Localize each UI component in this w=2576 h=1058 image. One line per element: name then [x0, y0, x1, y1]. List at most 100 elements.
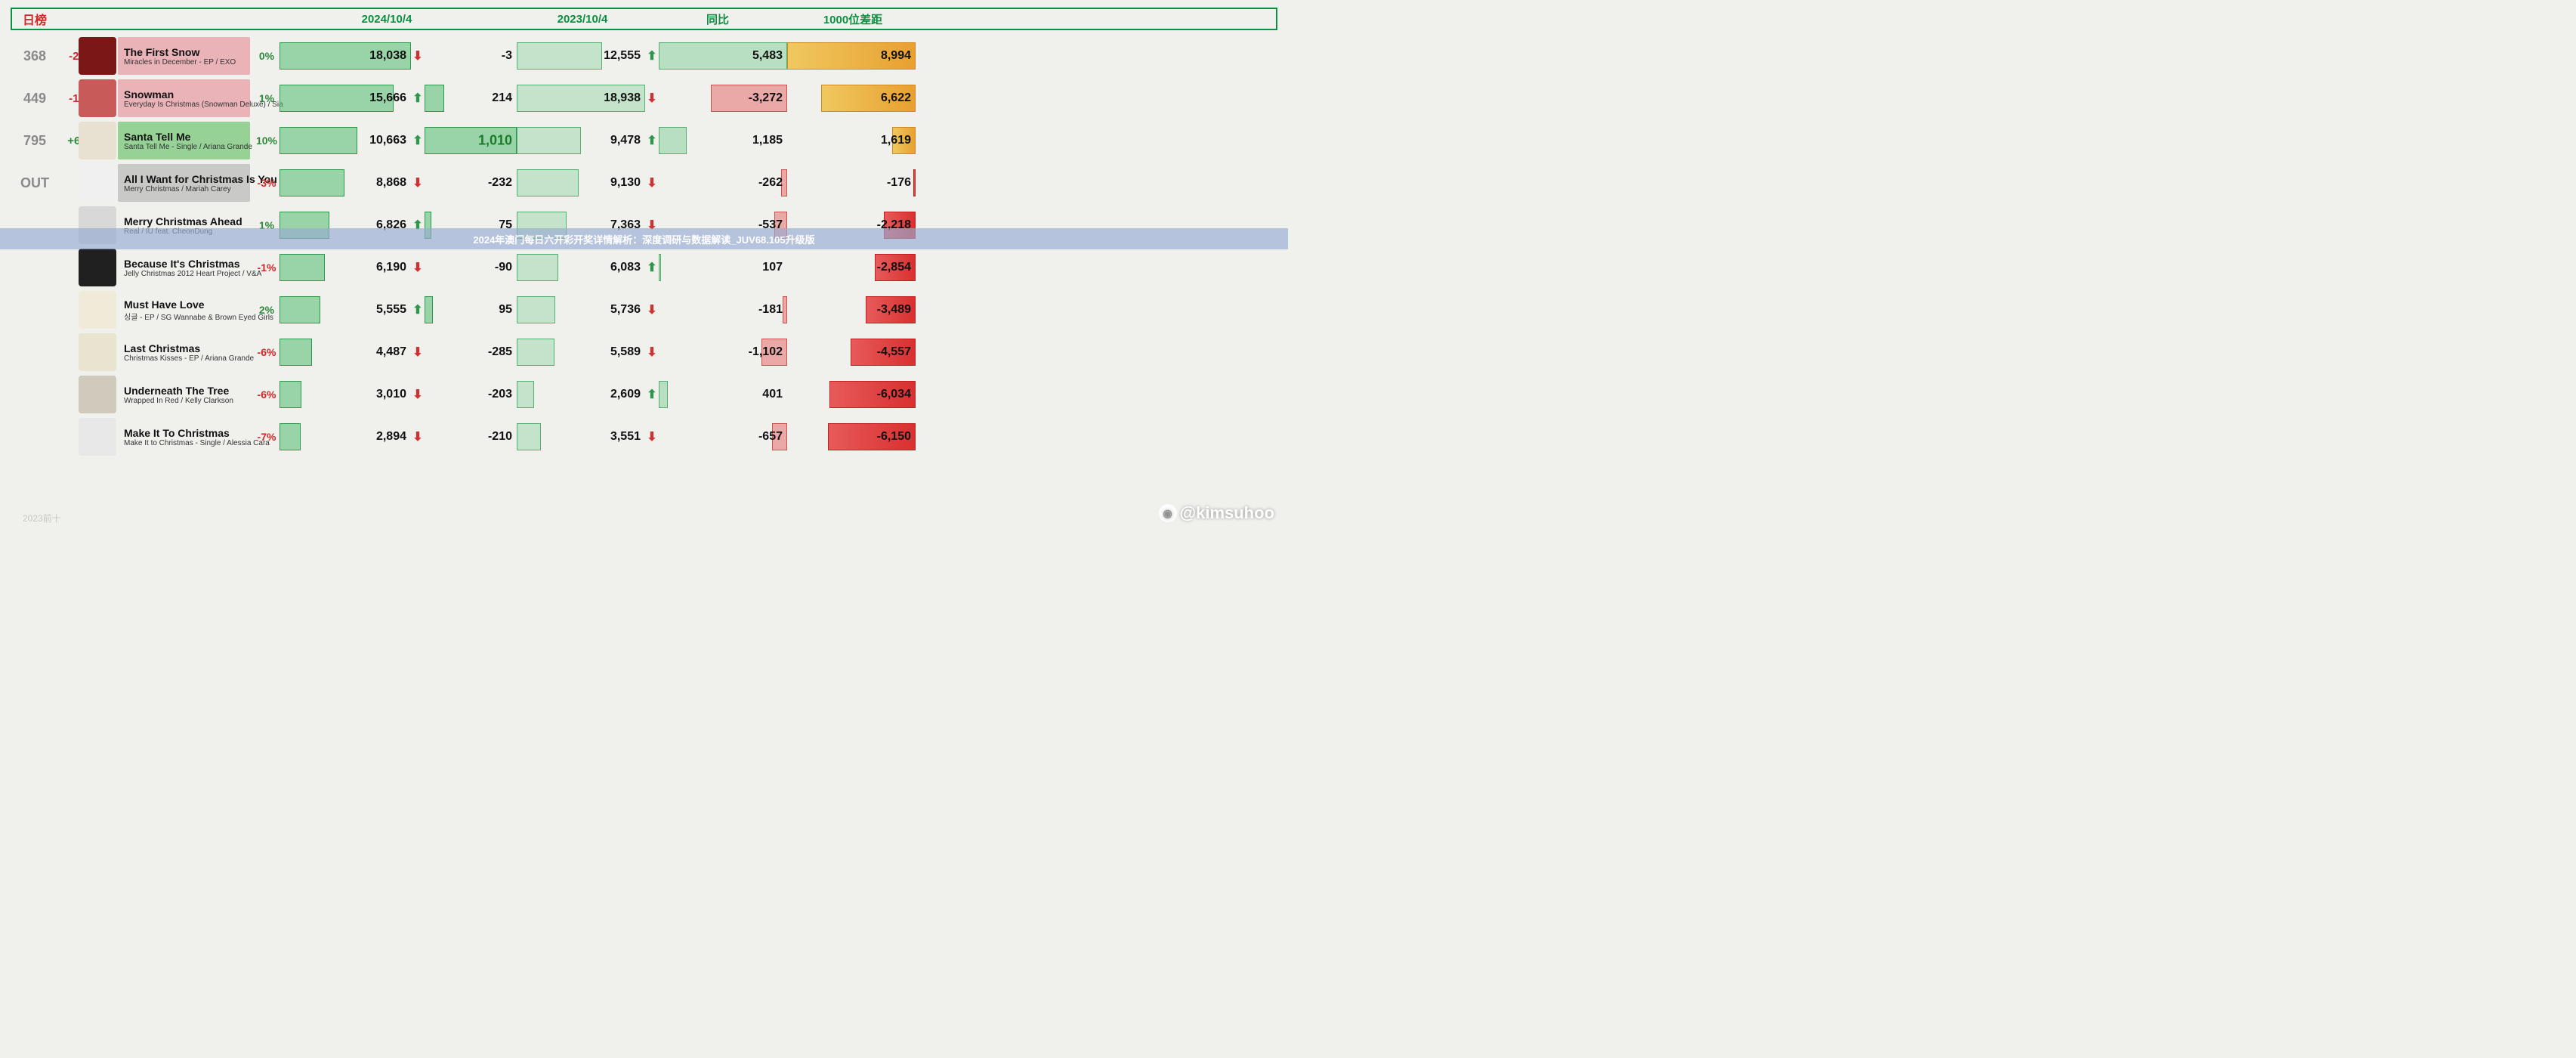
value-2024: 15,666	[369, 91, 406, 105]
arrow-up-icon: ⬆	[647, 388, 656, 401]
bar-2023: 5,589	[517, 336, 645, 369]
value-delta: -3	[502, 49, 512, 63]
delta-arrow: ⬇	[411, 48, 425, 63]
bar-1000: 1,619	[787, 124, 916, 157]
song-cell: Underneath The Tree Wrapped In Red / Kel…	[118, 376, 250, 413]
value-diff: 1,185	[752, 134, 783, 147]
value-delta: -285	[488, 345, 512, 359]
album-thumb-icon	[79, 37, 116, 75]
bar-delta: -285	[425, 336, 517, 369]
diff-arrow: ⬇	[645, 429, 659, 444]
album-thumb-icon	[79, 418, 116, 456]
song-cell: Santa Tell Me Santa Tell Me - Single / A…	[118, 122, 250, 159]
arrow-dn-icon: ⬇	[412, 388, 422, 401]
bar-diff: -3,272	[659, 82, 787, 115]
percent-change: -7%	[254, 431, 280, 443]
album-art	[95, 79, 116, 117]
value-diff: 107	[762, 261, 783, 274]
value-1000: -6,034	[877, 388, 911, 401]
song-subtitle: Make It to Christmas - Single / Alessia …	[124, 439, 244, 447]
value-2024: 3,010	[376, 388, 406, 401]
album-thumb-icon	[79, 122, 116, 159]
value-2024: 5,555	[376, 303, 406, 317]
value-2024: 4,487	[376, 345, 406, 359]
table-row: Last Christmas Christmas Kisses - EP / A…	[11, 331, 1277, 373]
bar-2023: 9,130	[517, 166, 645, 200]
bar-2024: 6,826	[280, 209, 411, 242]
bar-2023: 18,938	[517, 82, 645, 115]
value-2024: 18,038	[369, 49, 406, 63]
table-row: OUT All I Want for Christmas Is You Merr…	[11, 162, 1277, 204]
value-2023: 12,555	[604, 49, 641, 63]
value-delta: 75	[499, 218, 512, 232]
percent-change: -6%	[254, 346, 280, 358]
value-delta: -210	[488, 430, 512, 444]
bar-diff: -262	[659, 166, 787, 200]
header-2023: 2023/10/4	[518, 13, 647, 26]
value-2023: 3,551	[610, 430, 641, 444]
album-art	[95, 122, 116, 159]
bar-2023: 5,736	[517, 293, 645, 326]
bar-2023: 2,609	[517, 378, 645, 411]
album-thumb-icon	[79, 79, 116, 117]
table-row: Because It's Christmas Jelly Christmas 2…	[11, 246, 1277, 289]
bar-delta: 95	[425, 293, 517, 326]
bar-diff: 401	[659, 378, 787, 411]
value-1000: -176	[887, 176, 911, 190]
bar-2023: 6,083	[517, 251, 645, 284]
bar-delta: -3	[425, 39, 517, 73]
arrow-up-icon: ⬆	[412, 135, 422, 147]
arrow-up-icon: ⬆	[412, 219, 422, 232]
album-art	[95, 418, 116, 456]
bar-2023: 9,478	[517, 124, 645, 157]
song-subtitle: Christmas Kisses - EP / Ariana Grande	[124, 354, 244, 363]
bar-diff: -1,102	[659, 336, 787, 369]
bar-1000: -6,034	[787, 378, 916, 411]
header-daily: 日榜	[12, 10, 255, 28]
header-1000: 1000位差距	[789, 11, 917, 27]
value-2023: 5,589	[610, 345, 641, 359]
bar-delta: 1,010	[425, 124, 517, 157]
delta-arrow: ⬆	[411, 91, 425, 106]
arrow-dn-icon: ⬇	[647, 304, 656, 317]
song-cell: Merry Christmas Ahead Real / IU feat. Ch…	[118, 206, 250, 244]
album-art	[95, 206, 116, 244]
arrow-up-icon: ⬆	[412, 304, 422, 317]
value-diff: 5,483	[752, 49, 783, 63]
value-2023: 7,363	[610, 218, 641, 232]
header-diff: 同比	[647, 11, 789, 27]
value-1000: -4,557	[877, 345, 911, 359]
diff-arrow: ⬆	[645, 48, 659, 63]
diff-arrow: ⬇	[645, 302, 659, 317]
diff-arrow: ⬆	[645, 260, 659, 275]
arrow-dn-icon: ⬇	[412, 346, 422, 359]
song-title: Underneath The Tree	[124, 385, 244, 397]
value-1000: -6,150	[877, 430, 911, 444]
table-row: 795 +63 Santa Tell Me Santa Tell Me - Si…	[11, 119, 1277, 162]
album-thumb-icon	[79, 376, 116, 413]
album-thumb-icon	[79, 291, 116, 329]
bar-2024: 6,190	[280, 251, 411, 284]
value-1000: -2,854	[877, 261, 911, 274]
value-1000: 1,619	[881, 134, 911, 147]
song-cell: Because It's Christmas Jelly Christmas 2…	[118, 249, 250, 286]
rank: 449	[11, 91, 59, 107]
delta-arrow: ⬇	[411, 429, 425, 444]
arrow-dn-icon: ⬇	[412, 50, 422, 63]
bar-delta: -90	[425, 251, 517, 284]
value-1000: 8,994	[881, 49, 911, 63]
song-title: Because It's Christmas	[124, 258, 244, 270]
value-diff: 401	[762, 388, 783, 401]
arrow-up-icon: ⬆	[647, 261, 656, 274]
bar-diff: -537	[659, 209, 787, 242]
bar-1000: -2,218	[787, 209, 916, 242]
value-2023: 6,083	[610, 261, 641, 274]
bar-2023: 7,363	[517, 209, 645, 242]
value-1000: -3,489	[877, 303, 911, 317]
bar-1000: -6,150	[787, 420, 916, 453]
watermark-text: @kimsuhoo	[1180, 503, 1274, 523]
album-thumb-icon	[79, 333, 116, 371]
delta-arrow: ⬆	[411, 302, 425, 317]
bar-1000: -3,489	[787, 293, 916, 326]
album-art	[95, 333, 116, 371]
